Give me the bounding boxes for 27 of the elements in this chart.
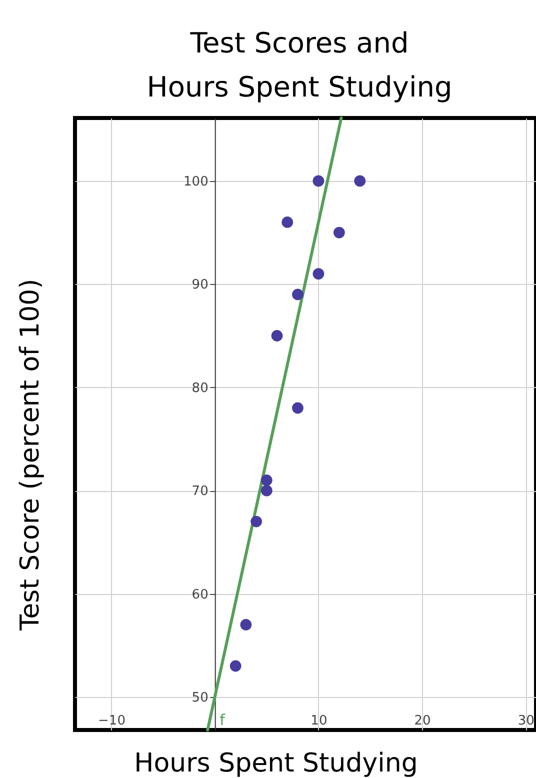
point (230, 660, 242, 672)
point (292, 288, 304, 300)
y-tick-label: 90 (192, 278, 208, 293)
y-tick-label: 70 (192, 484, 208, 500)
point (354, 175, 366, 187)
x-axis-title: Hours Spent Studying (134, 748, 418, 778)
point (271, 330, 283, 342)
y-tick-label: 100 (184, 174, 208, 190)
x-tick-label: 10 (310, 714, 328, 728)
point (250, 516, 262, 528)
y-tick-label: 60 (192, 587, 208, 602)
point (292, 402, 304, 414)
x-tick-label: 20 (414, 714, 431, 728)
y-axis-title: Test Score (percent of 100) (16, 278, 46, 632)
y-tick-label: 50 (192, 690, 208, 706)
point (282, 216, 294, 228)
annotation: f (220, 711, 226, 729)
point (260, 474, 272, 486)
chart-title: Test Scores and Hours Spent Studying (146, 26, 452, 104)
y-tick-label: 80 (192, 380, 208, 396)
point (240, 619, 252, 630)
point (260, 484, 272, 496)
point (333, 226, 345, 238)
point (312, 268, 324, 280)
point (312, 175, 324, 187)
x-tick-label: −10 (98, 714, 126, 728)
x-tick-label: 30 (518, 714, 534, 728)
